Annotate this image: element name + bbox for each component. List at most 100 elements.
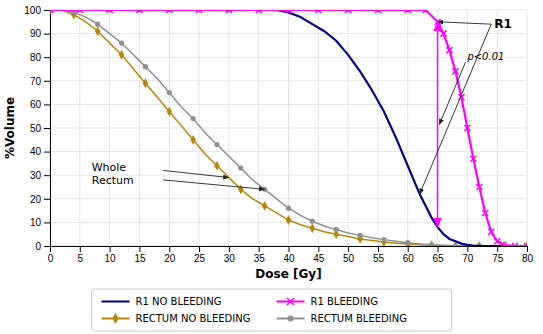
marker-group xyxy=(375,10,381,13)
marker-group xyxy=(214,161,220,171)
marker xyxy=(214,142,219,147)
annotation-arrow xyxy=(438,22,492,24)
chart: 0510152025303540455055606570758001020304… xyxy=(0,0,543,334)
tick-mark xyxy=(80,246,81,252)
x-axis-title: Dose [Gy] xyxy=(255,267,321,281)
tick-label: 40 xyxy=(283,253,295,264)
marker xyxy=(119,50,125,60)
series-line xyxy=(50,10,527,246)
tick-mark xyxy=(44,152,50,153)
tick: 5 xyxy=(78,246,84,264)
marker-group xyxy=(524,243,527,246)
marker-group xyxy=(512,243,518,246)
marker-group xyxy=(286,206,291,211)
marker-group xyxy=(315,10,321,13)
tick: 20 xyxy=(30,194,50,205)
marker xyxy=(167,90,172,95)
tick-label: 50 xyxy=(30,123,42,134)
marker-group xyxy=(71,10,77,20)
tick: 80 xyxy=(522,246,534,264)
marker-group xyxy=(119,50,125,60)
marker-group xyxy=(95,26,101,36)
axis-line xyxy=(44,11,51,247)
legend-entry: R1 BLEEDING xyxy=(277,296,378,307)
marker-group xyxy=(381,237,387,246)
tick-mark xyxy=(318,246,319,252)
tick-mark xyxy=(527,246,528,252)
legend-entry: RECTUM NO BLEEDING xyxy=(102,313,251,324)
tick: 25 xyxy=(194,246,206,264)
marker xyxy=(405,240,410,245)
marker xyxy=(512,243,518,246)
annotation-arrow xyxy=(420,24,492,194)
tick-mark xyxy=(378,246,379,252)
tick-label: 60 xyxy=(30,99,42,110)
marker-group xyxy=(50,10,53,13)
tick-label: 70 xyxy=(462,253,474,264)
marker xyxy=(381,237,386,242)
marker-group xyxy=(494,238,500,244)
marker xyxy=(256,10,262,13)
tick: 30 xyxy=(30,170,50,181)
marker-group xyxy=(190,116,195,121)
tick-mark xyxy=(169,246,170,252)
marker xyxy=(375,10,381,13)
marker-group xyxy=(238,165,243,170)
tick-mark xyxy=(289,246,290,252)
series-line xyxy=(50,10,527,246)
marker xyxy=(286,10,292,13)
marker xyxy=(334,227,339,232)
legend-marker-group xyxy=(287,315,293,321)
legend-marker xyxy=(287,315,293,321)
legend-marker xyxy=(287,298,294,305)
marker-group xyxy=(119,40,124,45)
marker xyxy=(262,201,268,211)
series-line xyxy=(50,10,527,246)
marker xyxy=(50,10,53,13)
grid-line-y xyxy=(50,151,527,152)
grid-line-x xyxy=(437,10,438,246)
marker xyxy=(190,116,195,121)
marker-group xyxy=(357,233,362,238)
marker-group xyxy=(464,125,470,131)
tick-label: 15 xyxy=(134,253,146,264)
annotation: WholeRectum xyxy=(92,161,134,187)
tick-mark xyxy=(348,246,349,252)
marker-group xyxy=(452,68,458,74)
annotation-arrow xyxy=(437,22,439,227)
tick: 30 xyxy=(224,246,236,264)
marker-group xyxy=(429,240,435,246)
tick-label: 100 xyxy=(24,5,41,16)
marker xyxy=(226,10,232,13)
marker xyxy=(190,135,196,145)
tick: 10 xyxy=(105,246,117,264)
series-line xyxy=(50,10,527,246)
marker-group xyxy=(441,31,447,37)
tick: 75 xyxy=(492,246,504,264)
marker-group xyxy=(405,239,411,246)
tick-label: 0 xyxy=(48,253,54,264)
legend-swatch xyxy=(102,301,130,303)
marker-group xyxy=(166,10,172,13)
marker-group xyxy=(286,10,292,13)
tick-mark xyxy=(44,246,50,247)
tick-label: 20 xyxy=(30,194,42,205)
tick-mark xyxy=(44,199,50,200)
marker xyxy=(196,10,202,13)
grid-line-y xyxy=(50,198,527,199)
annotation: p<0.01 xyxy=(466,51,504,62)
marker xyxy=(95,26,101,36)
marker-group xyxy=(166,107,172,117)
marker-group xyxy=(262,201,268,211)
tick-label: 70 xyxy=(30,76,42,87)
marker xyxy=(166,107,172,117)
grid-line-y xyxy=(50,128,527,129)
tick: 70 xyxy=(30,76,50,87)
legend-label: RECTUM BLEEDING xyxy=(311,313,407,324)
marker-group xyxy=(310,223,316,233)
tick-mark xyxy=(44,81,50,82)
tick-mark xyxy=(44,222,50,223)
tick-mark xyxy=(44,128,50,129)
marker-group xyxy=(107,10,113,13)
y-axis: 0102030405060708090100 xyxy=(24,5,50,252)
